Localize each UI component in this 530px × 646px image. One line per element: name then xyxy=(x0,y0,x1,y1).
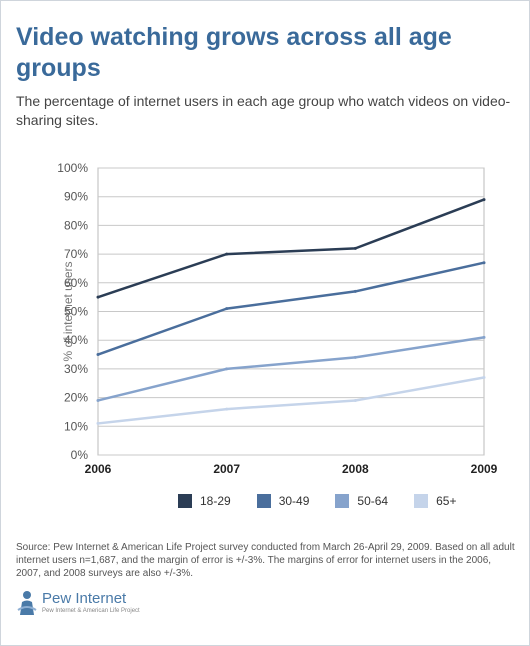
legend-swatch xyxy=(256,494,271,508)
legend-item-65+: 65+ xyxy=(414,494,456,508)
logo-tagline: Pew Internet & American Life Project xyxy=(42,608,140,614)
y-tick-label: 20% xyxy=(64,391,88,405)
x-tick-label: 2009 xyxy=(471,462,498,476)
logo-name: Pew Internet xyxy=(42,590,127,607)
data-point xyxy=(225,307,229,311)
y-axis-label: % of internet users xyxy=(61,261,75,361)
source-note: Source: Pew Internet & American Life Pro… xyxy=(16,542,515,579)
data-point xyxy=(96,398,100,402)
y-tick-label: 40% xyxy=(64,333,88,347)
data-point xyxy=(353,246,357,250)
chart-subtitle: The percentage of internet users in each… xyxy=(16,93,511,128)
data-point xyxy=(353,355,357,359)
data-point xyxy=(96,353,100,357)
legend-label: 65+ xyxy=(436,494,457,508)
pew-internet-logo: Pew Internet Pew Internet & American Lif… xyxy=(16,590,140,616)
y-tick-label: 0% xyxy=(71,448,89,462)
y-tick-label: 80% xyxy=(64,218,88,232)
data-point xyxy=(225,407,229,411)
y-tick-label: 60% xyxy=(64,276,88,290)
y-tick-label: 10% xyxy=(64,419,88,433)
series-line-65+ xyxy=(97,376,485,425)
x-tick-label: 2006 xyxy=(85,462,112,476)
chart-title: Video watching grows across all age grou… xyxy=(16,23,452,82)
legend-label: 50-64 xyxy=(357,494,389,508)
data-point xyxy=(482,335,486,339)
series-line-30-49 xyxy=(97,261,485,356)
x-tick-label: 2008 xyxy=(342,462,369,476)
y-tick-label: 50% xyxy=(64,305,88,319)
legend-label: 18-29 xyxy=(200,494,231,508)
data-point xyxy=(482,261,486,265)
legend-item-30-49: 30-49 xyxy=(256,494,310,508)
legend-label: 30-49 xyxy=(278,494,310,508)
data-point xyxy=(96,295,100,299)
data-point xyxy=(96,421,100,425)
legend-swatch xyxy=(178,494,192,508)
line-chart: 0% 10% 20% 30% 40% 50% 60% 70% 80% 90% 100% 2006 200… xyxy=(57,161,498,476)
y-tick-label: 90% xyxy=(64,190,88,204)
person-icon xyxy=(17,591,37,615)
series-line-50-64 xyxy=(97,336,485,402)
data-point xyxy=(353,289,357,293)
legend-item-18-29: 18-29 xyxy=(178,494,231,508)
y-tick-label: 100% xyxy=(57,161,88,175)
legend-swatch xyxy=(335,494,350,508)
data-point xyxy=(482,376,486,380)
x-tick-label: 2007 xyxy=(213,462,240,476)
y-tick-label: 70% xyxy=(64,247,88,261)
chart-legend: 18-29 30-49 50-64 65+ xyxy=(178,494,456,508)
legend-item-50-64: 50-64 xyxy=(335,494,388,508)
y-tick-label: 30% xyxy=(64,362,88,376)
data-point xyxy=(353,398,357,402)
series-line-18-29 xyxy=(97,198,485,299)
legend-swatch xyxy=(414,494,429,508)
data-point xyxy=(482,198,486,202)
data-point xyxy=(225,252,229,256)
data-point xyxy=(225,367,229,371)
